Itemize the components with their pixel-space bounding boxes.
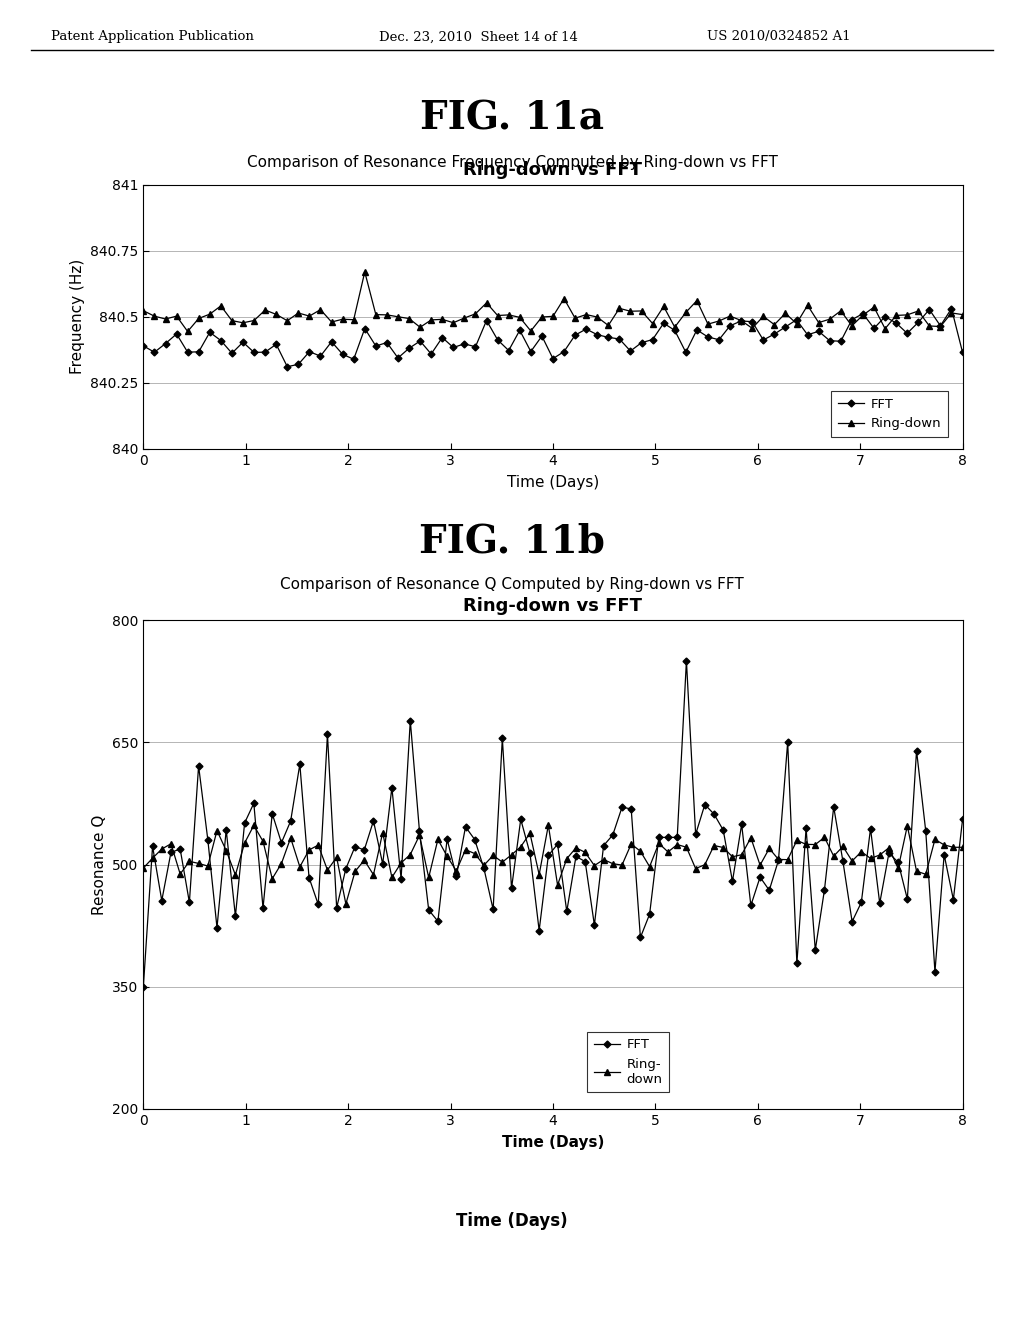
Ring-down xyxy=(181,323,194,339)
FFT xyxy=(137,978,150,995)
Text: Dec. 23, 2010  Sheet 14 of 14: Dec. 23, 2010 Sheet 14 of 14 xyxy=(379,30,578,44)
Ring-
down xyxy=(340,896,352,912)
FFT xyxy=(717,822,729,838)
Ring-down xyxy=(890,308,902,323)
Legend: FFT, Ring-down: FFT, Ring-down xyxy=(830,391,948,437)
Text: Patent Application Publication: Patent Application Publication xyxy=(51,30,254,44)
Ring-down xyxy=(358,264,371,280)
Y-axis label: Resonance Q: Resonance Q xyxy=(91,814,106,915)
Ring-
down xyxy=(543,817,555,833)
Ring-down xyxy=(956,306,969,322)
FFT xyxy=(956,345,969,360)
FFT xyxy=(248,796,260,812)
Ring-
down xyxy=(726,849,738,865)
FFT xyxy=(945,301,957,317)
Text: US 2010/0324852 A1: US 2010/0324852 A1 xyxy=(707,30,850,44)
Text: FIG. 11b: FIG. 11b xyxy=(419,523,605,560)
FFT xyxy=(823,333,836,348)
FFT xyxy=(802,327,814,343)
Line: Ring-
down: Ring- down xyxy=(140,822,966,907)
FFT xyxy=(827,799,840,814)
Title: Ring-down vs FFT: Ring-down vs FFT xyxy=(464,161,642,180)
Line: Ring-down: Ring-down xyxy=(140,269,966,334)
Ring-
down xyxy=(137,861,150,876)
FFT xyxy=(879,309,891,325)
FFT xyxy=(386,780,398,796)
Text: FIG. 11a: FIG. 11a xyxy=(420,100,604,137)
FFT xyxy=(137,338,150,354)
Ring-
down xyxy=(855,843,867,859)
FFT xyxy=(929,964,941,979)
FFT xyxy=(204,325,216,341)
Y-axis label: Frequency (Hz): Frequency (Hz) xyxy=(70,259,85,375)
Ring-down xyxy=(802,297,814,313)
X-axis label: Time (Days): Time (Days) xyxy=(507,475,599,490)
Line: FFT: FFT xyxy=(141,659,965,989)
Ring-
down xyxy=(938,837,950,853)
Ring-down xyxy=(835,302,847,318)
Text: Comparison of Resonance Frequency Computed by Ring-down vs FFT: Comparison of Resonance Frequency Comput… xyxy=(247,154,777,170)
Ring-
down xyxy=(248,817,260,833)
FFT xyxy=(282,359,294,375)
Ring-
down xyxy=(837,838,849,854)
FFT xyxy=(956,812,969,828)
Legend: FFT, Ring-
down: FFT, Ring- down xyxy=(587,1032,670,1093)
Ring-down xyxy=(215,298,227,314)
Title: Ring-down vs FFT: Ring-down vs FFT xyxy=(464,597,642,615)
Ring-
down xyxy=(395,855,408,871)
FFT xyxy=(768,326,780,342)
Text: Comparison of Resonance Q Computed by Ring-down vs FFT: Comparison of Resonance Q Computed by Ri… xyxy=(281,577,743,593)
Ring-down xyxy=(779,305,792,321)
Ring-down xyxy=(137,302,150,318)
FFT xyxy=(846,913,858,929)
Text: Time (Days): Time (Days) xyxy=(456,1212,568,1230)
X-axis label: Time (Days): Time (Days) xyxy=(502,1135,604,1150)
Ring-
down xyxy=(956,840,969,855)
FFT xyxy=(680,653,692,669)
FFT xyxy=(791,312,803,327)
Line: FFT: FFT xyxy=(141,306,965,370)
Ring-down xyxy=(812,314,824,330)
